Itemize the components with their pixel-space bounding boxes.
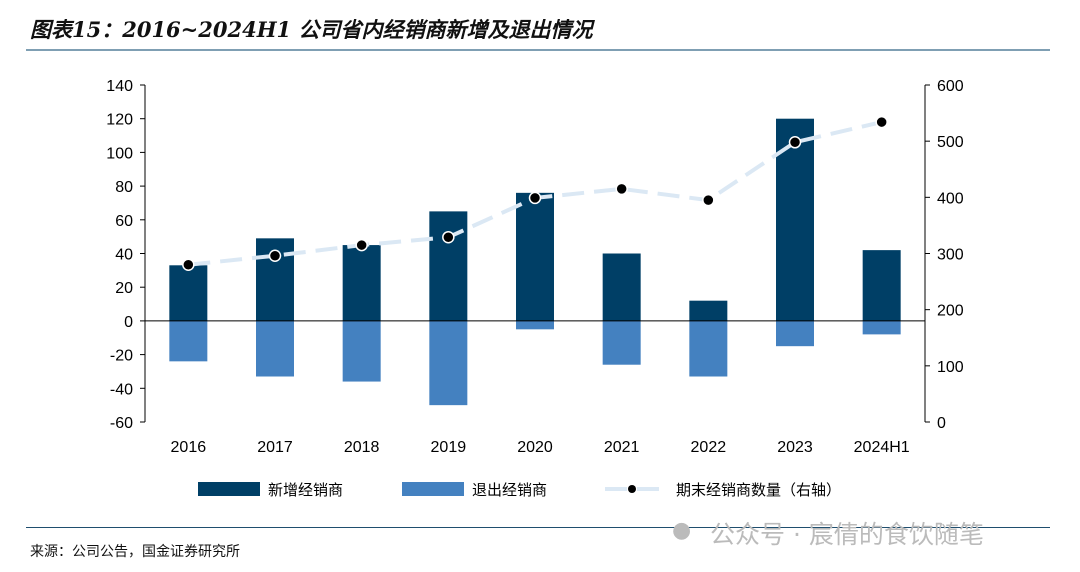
- line-point: [355, 238, 368, 252]
- line-point: [442, 230, 455, 244]
- y-tick-label: -60: [110, 415, 133, 432]
- y2-tick-label: 200: [937, 303, 964, 320]
- y-tick-label: -20: [110, 348, 133, 365]
- bar-new: [342, 245, 381, 321]
- x-tick-label: 2019: [431, 439, 467, 456]
- bar-new: [429, 211, 468, 321]
- y2-tick-label: 100: [937, 359, 964, 376]
- bar-new: [516, 192, 554, 321]
- bar-exit: [256, 320, 294, 377]
- line-point: [875, 115, 888, 129]
- watermark: 公众号 · 宸倩的食饮随笔: [710, 520, 984, 549]
- y-tick-label: -40: [110, 381, 133, 398]
- bar-exit: [689, 320, 728, 377]
- bar-new: [602, 253, 641, 321]
- bar-exit: [602, 320, 641, 365]
- y-tick-label: 40: [115, 247, 133, 264]
- y2-tick-label: 600: [937, 78, 964, 95]
- y-tick-label: 140: [106, 78, 133, 95]
- footer-divider: [26, 527, 1050, 528]
- y2-tick-label: 0: [937, 415, 946, 432]
- legend-swatch-new: [198, 482, 260, 496]
- y2-tick-label: 300: [937, 247, 964, 264]
- bar-exit: [862, 320, 901, 335]
- legend-swatch-exit: [402, 482, 464, 496]
- line-point: [788, 136, 802, 149]
- y-tick-label: 0: [124, 314, 133, 331]
- y2-tick-label: 500: [937, 134, 964, 151]
- source-note: 来源：公司公告，国金证券研究所: [30, 544, 240, 560]
- y-tick-label: 120: [106, 112, 133, 129]
- wechat-icon: ●: [672, 518, 692, 543]
- x-tick-label: 2016: [171, 439, 207, 456]
- x-tick-label: 2022: [691, 439, 727, 456]
- x-tick-label: 2018: [344, 439, 380, 456]
- y-tick-label: 60: [115, 213, 133, 230]
- title-divider: [26, 49, 1050, 51]
- bar-exit: [342, 320, 381, 382]
- bar-new: [169, 265, 208, 321]
- x-tick-label: 2023: [777, 439, 813, 456]
- bar-new: [862, 250, 901, 321]
- x-tick-label: 2017: [257, 439, 293, 456]
- line-point: [615, 182, 628, 196]
- bar-exit: [516, 320, 554, 330]
- x-tick-label: 2024H1: [854, 439, 910, 456]
- bar-exit: [776, 320, 814, 347]
- line-point: [702, 193, 715, 207]
- legend-label-line: 期末经销商数量（右轴）: [676, 482, 841, 499]
- y2-tick-label: 400: [937, 190, 964, 207]
- line-point: [182, 258, 195, 271]
- line-point: [268, 249, 282, 262]
- y-tick-label: 100: [106, 145, 133, 162]
- y-tick-label: 80: [115, 179, 133, 196]
- bar-exit: [429, 320, 468, 406]
- line-point: [528, 191, 542, 205]
- legend-marker: [628, 485, 636, 493]
- bar-exit: [169, 320, 208, 362]
- y-tick-label: 20: [115, 280, 133, 297]
- legend-label-exit: 退出经销商: [472, 482, 547, 499]
- chart-title: 图表15：2016~2024H1 公司省内经销商新增及退出情况: [30, 17, 593, 42]
- legend-label-new: 新增经销商: [268, 482, 343, 499]
- bar-new: [689, 300, 728, 321]
- x-tick-label: 2020: [517, 439, 553, 456]
- x-tick-label: 2021: [604, 439, 640, 456]
